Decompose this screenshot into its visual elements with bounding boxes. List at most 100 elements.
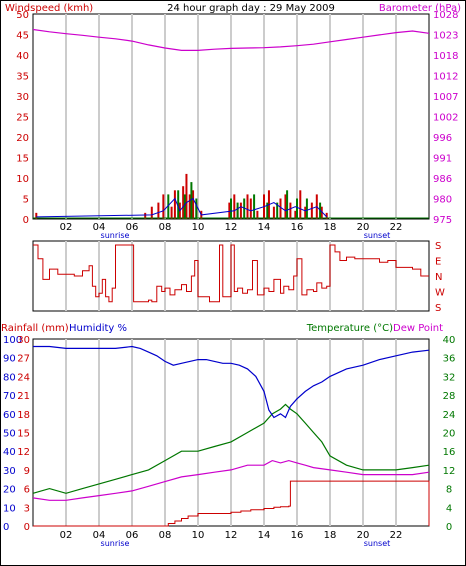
x-tick-label: 08	[159, 530, 172, 541]
dewpoint-line	[32, 459, 430, 501]
humidity-line	[33, 345, 430, 419]
direction-tick-label: S	[435, 241, 441, 252]
barometer-tick-label: 1002	[433, 113, 458, 124]
rainfall-tick-label: 18	[17, 410, 30, 421]
windspeed-tick-label: 5	[23, 195, 29, 206]
x-tick-label: 06	[126, 530, 139, 541]
wind-baro-series	[32, 28, 430, 219]
x-tick-label: 12	[225, 530, 238, 541]
wind-direction-series	[33, 244, 429, 303]
rainfall-axis-label: Rainfall (mm)	[1, 323, 69, 334]
barometer-tick-label: 975	[433, 215, 452, 226]
humidity-tick-label: 80	[3, 372, 16, 383]
sunset-label-1: sunset	[364, 231, 391, 240]
wind-average-line	[36, 197, 328, 218]
rainfall-line	[33, 480, 430, 527]
barometer-tick-label: 1012	[433, 72, 458, 83]
direction-tick-label: S	[435, 303, 441, 314]
windspeed-tick-label: 45	[16, 31, 29, 42]
x-tick-label: 22	[390, 222, 403, 233]
windspeed-tick-label: 40	[16, 51, 29, 62]
x-tick-label: 22	[390, 530, 403, 541]
humidity-tick-label: 0	[3, 522, 9, 533]
x-tick-label: 10	[192, 530, 205, 541]
direction-tick-label: W	[435, 288, 445, 299]
windspeed-tick-label: 0	[23, 215, 29, 226]
barometer-line	[32, 28, 430, 51]
windspeed-axis-label: Windspeed (kmh)	[5, 3, 93, 14]
direction-tick-label: N	[435, 272, 442, 283]
temperature-tick-label: 28	[443, 391, 456, 402]
barometer-tick-label: 980	[433, 195, 452, 206]
humidity-temp-series	[32, 345, 430, 527]
x-tick-label: 04	[93, 530, 106, 541]
rainfall-tick-label: 3	[24, 503, 30, 514]
humidity-tick-label: 100	[3, 335, 22, 346]
temperature-tick-label: 24	[443, 410, 456, 421]
rainfall-tick-label: 6	[24, 485, 30, 496]
x-tick-label: 12	[225, 222, 238, 233]
x-tick-label: 02	[60, 530, 73, 541]
dewpoint-axis-label: Dew Point	[393, 323, 443, 334]
x-tick-label: 10	[192, 222, 205, 233]
windspeed-tick-label: 20	[16, 133, 29, 144]
sunset-label-3: sunset	[364, 539, 391, 548]
temperature-tick-label: 16	[443, 447, 456, 458]
x-tick-label: 04	[93, 222, 106, 233]
windspeed-tick-label: 25	[16, 113, 29, 124]
x-tick-label: 14	[258, 530, 271, 541]
rainfall-tick-label: 15	[17, 429, 30, 440]
x-tick-label: 14	[258, 222, 271, 233]
humidity-tick-label: 90	[3, 354, 16, 365]
barometer-tick-label: 996	[433, 133, 452, 144]
barometer-tick-label: 991	[433, 154, 452, 165]
windspeed-tick-label: 50	[16, 10, 29, 21]
temperature-tick-label: 0	[446, 522, 452, 533]
humidity-axis-label: Humidity %	[69, 323, 127, 334]
temperature-tick-label: 32	[443, 372, 456, 383]
temperature-tick-label: 4	[446, 503, 452, 514]
windspeed-tick-label: 35	[16, 72, 29, 83]
barometer-tick-label: 986	[433, 174, 452, 185]
temperature-tick-label: 40	[443, 335, 456, 346]
humidity-tick-label: 10	[3, 503, 16, 514]
windspeed-tick-label: 10	[16, 174, 29, 185]
x-tick-label: 20	[357, 222, 370, 233]
x-tick-label: 16	[291, 530, 304, 541]
x-tick-label: 18	[324, 530, 337, 541]
humidity-tick-label: 70	[3, 391, 16, 402]
barometer-tick-label: 1023	[433, 31, 458, 42]
humidity-tick-label: 60	[3, 410, 16, 421]
direction-tick-label: E	[435, 257, 441, 268]
temperature-tick-label: 36	[443, 354, 456, 365]
barometer-tick-label: 1018	[433, 51, 458, 62]
barometer-tick-label: 1028	[433, 10, 458, 21]
windspeed-tick-label: 30	[16, 92, 29, 103]
sunrise-label-3: sunrise	[101, 539, 130, 548]
wind-baro-ticks: 02 04 06 08 10 12 14 16 18 20 22051015202530354045…	[16, 10, 458, 233]
rainfall-tick-label: 21	[17, 391, 30, 402]
rainfall-tick-label: 27	[17, 354, 30, 365]
temperature-tick-label: 20	[443, 429, 456, 440]
temperature-tick-label: 8	[446, 485, 452, 496]
chart-title: 24 hour graph day : 29 May 2009	[167, 3, 335, 14]
humidity-temp-grid	[65, 339, 397, 526]
humidity-tick-label: 20	[3, 485, 16, 496]
barometer-tick-label: 1007	[433, 92, 458, 103]
wind-baro-grid	[65, 14, 397, 219]
x-tick-label: 08	[159, 222, 172, 233]
temperature-tick-label: 12	[443, 466, 456, 477]
temperature-axis-label: Temperature (°C)	[306, 323, 393, 334]
windspeed-tick-label: 15	[16, 154, 29, 165]
humidity-tick-label: 50	[3, 429, 16, 440]
humidity-temp-ticks: 02 04 06 08 10 12 14 16 18 20 22010203040506070809…	[3, 335, 455, 541]
wind-direction-line	[33, 244, 429, 303]
rainfall-tick-label: 30	[17, 335, 30, 346]
humidity-tick-label: 40	[3, 447, 16, 458]
humidity-tick-label: 30	[3, 466, 16, 477]
temperature-line	[32, 403, 430, 494]
x-tick-label: 18	[324, 222, 337, 233]
x-tick-label: 20	[357, 530, 370, 541]
